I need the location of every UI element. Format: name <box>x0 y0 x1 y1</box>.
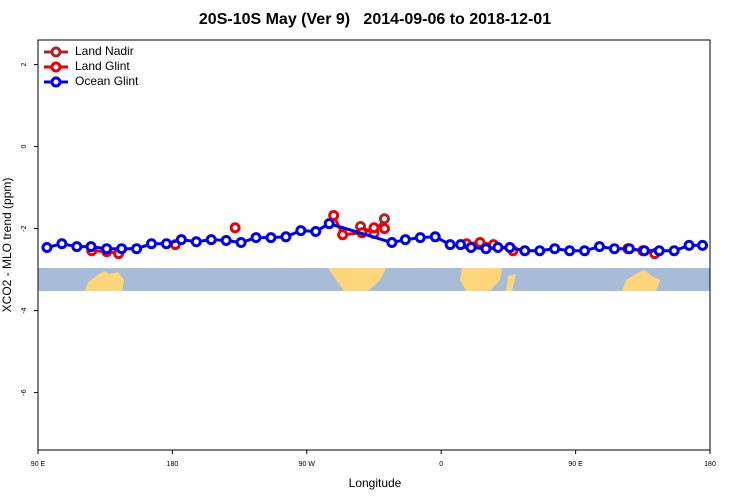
land-shape <box>460 268 502 291</box>
chart-title: 20S-10S May (Ver 9) 2014-09-06 to 2018-1… <box>199 11 551 28</box>
land-shape <box>328 268 386 291</box>
x-tick-label: 90 E <box>568 461 583 468</box>
data-point <box>205 234 217 246</box>
data-point <box>101 243 113 255</box>
legend-marker <box>50 61 62 73</box>
data-point <box>534 245 546 257</box>
data-point <box>608 243 620 255</box>
x-axis-label: Longitude <box>349 476 402 490</box>
data-point <box>160 238 172 250</box>
data-point <box>455 239 467 251</box>
data-point <box>444 239 456 251</box>
data-point <box>414 232 426 244</box>
y-tick-label: 2 <box>21 63 28 67</box>
data-point <box>683 239 695 251</box>
data-point <box>504 241 516 253</box>
data-point <box>250 232 262 244</box>
data-point <box>465 241 477 253</box>
data-point <box>623 243 635 255</box>
data-point <box>265 232 277 244</box>
y-tick-label: -4 <box>21 307 28 313</box>
data-point <box>386 237 398 249</box>
data-point <box>653 245 665 257</box>
data-point <box>579 245 591 257</box>
y-tick-label: -6 <box>21 389 28 395</box>
data-point <box>429 231 441 243</box>
data-point <box>295 225 307 237</box>
legend-marker <box>50 76 62 88</box>
data-point <box>56 238 68 250</box>
data-point <box>638 245 650 257</box>
data-point <box>229 222 241 234</box>
data-point <box>235 237 247 249</box>
legend-marker <box>50 46 62 58</box>
data-point <box>310 225 322 237</box>
data-point <box>131 243 143 255</box>
data-point <box>549 243 561 255</box>
data-point <box>337 229 349 241</box>
data-point <box>175 234 187 246</box>
data-point <box>328 209 340 221</box>
data-point <box>71 241 83 253</box>
y-axis-label: XCO2 - MLO trend (ppm) <box>0 178 14 313</box>
legend-label: Land Nadir <box>75 44 134 58</box>
data-point <box>564 245 576 257</box>
data-point <box>368 222 380 234</box>
x-tick-label: 180 <box>704 461 716 468</box>
data-point <box>41 241 53 253</box>
data-point <box>280 231 292 243</box>
data-point <box>519 245 531 257</box>
data-point <box>378 223 390 235</box>
data-point <box>492 241 504 253</box>
data-point <box>116 243 128 255</box>
data-point <box>220 234 232 246</box>
data-point <box>697 239 709 251</box>
data-point <box>145 238 157 250</box>
data-point <box>474 237 486 249</box>
data-point <box>85 241 97 253</box>
data-point <box>323 218 335 230</box>
data-point <box>668 245 680 257</box>
x-tick-label: 90 E <box>31 461 46 468</box>
plot-frame <box>37 39 711 451</box>
land-shape <box>622 270 660 291</box>
data-point <box>378 213 390 225</box>
x-tick-label: 180 <box>167 461 179 468</box>
data-point <box>593 241 605 253</box>
land-shape <box>85 271 124 291</box>
x-tick-label: 0 <box>439 461 443 468</box>
data-point <box>399 234 411 246</box>
legend-label: Land Glint <box>75 59 130 73</box>
data-point <box>190 236 202 248</box>
legend-label: Ocean Glint <box>75 74 139 88</box>
data-point <box>480 243 492 255</box>
y-tick-label: 0 <box>21 145 28 149</box>
map-strip <box>38 268 710 291</box>
x-tick-label: 90 W <box>299 461 316 468</box>
y-tick-label: -2 <box>21 225 28 231</box>
land-shape <box>506 274 516 291</box>
